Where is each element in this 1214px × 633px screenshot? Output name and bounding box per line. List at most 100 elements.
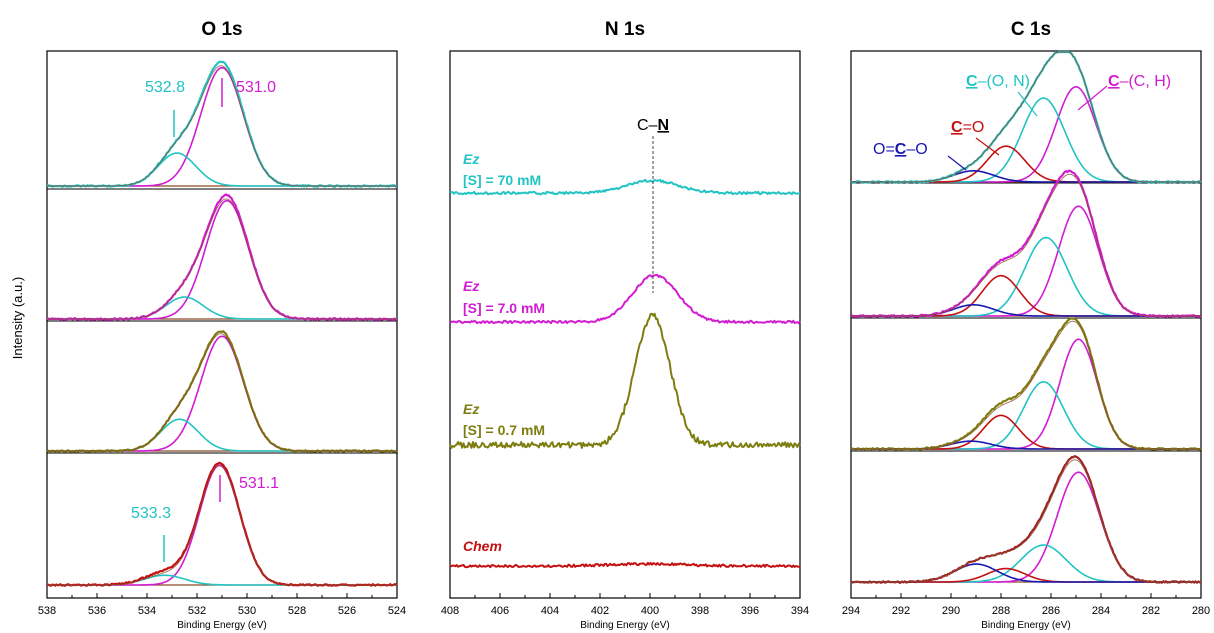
- o1s-annotations: 532.8 531.0 533.3 531.1: [131, 78, 279, 562]
- o1s-x-ticks: 538 536 534 532 530 528 526 524: [38, 593, 406, 617]
- fit-sum-line: [851, 459, 1201, 583]
- x-tick-label: 286: [1042, 605, 1060, 617]
- annotation-c-ch: C–(C, H): [1108, 73, 1171, 90]
- envelope-line: [46, 330, 398, 453]
- component-line: [47, 464, 397, 586]
- envelope-line: [46, 193, 398, 321]
- trace-label-70mm-s: [S] = 70 mM: [463, 172, 541, 188]
- spectrum-line: [449, 312, 801, 449]
- spectrum-line: [449, 561, 801, 569]
- x-tick-label: 404: [541, 605, 559, 617]
- x-tick-label: 524: [388, 605, 406, 617]
- trace-label-chem: Chem: [463, 538, 502, 554]
- trace-label-7mm-s: [S] = 7.0 mM: [463, 300, 545, 316]
- component-line: [851, 471, 1201, 583]
- envelope-line: [851, 317, 1202, 451]
- annotation-531-0: 531.0: [236, 79, 276, 96]
- component-line: [851, 381, 1201, 450]
- c1s-curves: [850, 50, 1202, 584]
- component-line: [851, 414, 1201, 450]
- x-tick-label: 402: [591, 605, 609, 617]
- x-tick-label: 394: [791, 605, 809, 617]
- panel-title-n1s: N 1s: [605, 19, 645, 40]
- c1s-x-ticks: 294 292 290 288 286 284 282 280: [842, 593, 1210, 617]
- component-line: [47, 199, 397, 320]
- trace-label-07mm-s: [S] = 0.7 mM: [463, 422, 545, 438]
- panel-title-c1s: C 1s: [1011, 19, 1051, 40]
- component-line: [47, 418, 397, 452]
- x-axis-label-c1s: Binding Energy (eV): [981, 620, 1071, 631]
- fit-sum-line: [47, 333, 397, 452]
- x-tick-label: 530: [238, 605, 256, 617]
- n1s-annotations: C–N Ez [S] = 70 mM Ez [S] = 7.0 mM Ez [S…: [463, 117, 669, 554]
- x-axis-label-o1s: Binding Energy (eV): [177, 620, 267, 631]
- trace-label-07mm-ez: Ez: [463, 401, 479, 417]
- annotation-leader: [975, 137, 1000, 156]
- x-tick-label: 284: [1092, 605, 1110, 617]
- component-line: [851, 170, 1201, 183]
- annotation-c-double-o: C=O: [951, 119, 984, 136]
- component-line: [851, 236, 1201, 317]
- component-line: [851, 97, 1201, 183]
- component-line: [47, 152, 397, 187]
- annotation-leader: [1017, 91, 1038, 117]
- x-tick-label: 538: [38, 605, 56, 617]
- annotation-c-on: C–(O, N): [966, 73, 1030, 90]
- x-tick-label: 526: [338, 605, 356, 617]
- annotation-leader: [947, 155, 967, 171]
- component-line: [47, 574, 397, 586]
- fit-sum-line: [851, 320, 1201, 450]
- annotation-leader: [1077, 85, 1108, 111]
- envelope-line: [850, 455, 1202, 584]
- panel-frame-n1s: [449, 50, 801, 599]
- annotation-533-3: 533.3: [131, 505, 171, 522]
- panel-frame-c1s: [850, 50, 1202, 599]
- x-tick-label: 400: [641, 605, 659, 617]
- c-n-peak-label: C–N: [637, 117, 669, 134]
- annotation-532-8: 532.8: [145, 79, 185, 96]
- x-tick-label: 406: [491, 605, 509, 617]
- component-line: [851, 304, 1201, 317]
- o1s-curves: [46, 60, 398, 587]
- annotation-o-c-o: O=C–O: [873, 141, 928, 158]
- y-axis-label: Intensity (a.u.): [10, 277, 25, 359]
- envelope-line: [46, 461, 398, 587]
- envelope-line: [850, 169, 1202, 318]
- spectrum-line: [449, 273, 801, 325]
- x-tick-label: 290: [942, 605, 960, 617]
- fit-sum-line: [851, 51, 1201, 183]
- x-tick-label: 280: [1192, 605, 1210, 617]
- panel-frame-o1s: [46, 50, 398, 599]
- fit-sum-line: [47, 198, 397, 320]
- x-tick-label: 408: [441, 605, 459, 617]
- x-tick-label: 528: [288, 605, 306, 617]
- x-tick-label: 532: [188, 605, 206, 617]
- component-line: [851, 274, 1201, 317]
- x-tick-label: 536: [88, 605, 106, 617]
- panel-title-o1s: O 1s: [201, 19, 242, 40]
- fit-sum-line: [851, 173, 1201, 317]
- x-tick-label: 396: [741, 605, 759, 617]
- component-line: [47, 296, 397, 320]
- component-line: [47, 335, 397, 452]
- x-tick-label: 534: [138, 605, 156, 617]
- x-tick-label: 282: [1142, 605, 1160, 617]
- fit-sum-line: [47, 464, 397, 586]
- x-tick-label: 398: [691, 605, 709, 617]
- component-line: [851, 567, 1201, 583]
- envelope-line: [850, 50, 1202, 184]
- x-tick-label: 294: [842, 605, 860, 617]
- annotation-531-1: 531.1: [239, 475, 279, 492]
- x-tick-label: 292: [892, 605, 910, 617]
- trace-label-70mm-ez: Ez: [463, 151, 479, 167]
- trace-label-7mm-ez: Ez: [463, 278, 479, 294]
- spectrum-line: [449, 178, 801, 196]
- x-tick-label: 288: [992, 605, 1010, 617]
- component-line: [851, 86, 1201, 183]
- fit-sum-line: [47, 65, 397, 187]
- component-line: [851, 338, 1201, 450]
- component-line: [851, 563, 1201, 583]
- c1s-annotations: C–(O, N) C–(C, H) C=O O=C–O: [873, 73, 1171, 171]
- n1s-curves: [449, 178, 801, 569]
